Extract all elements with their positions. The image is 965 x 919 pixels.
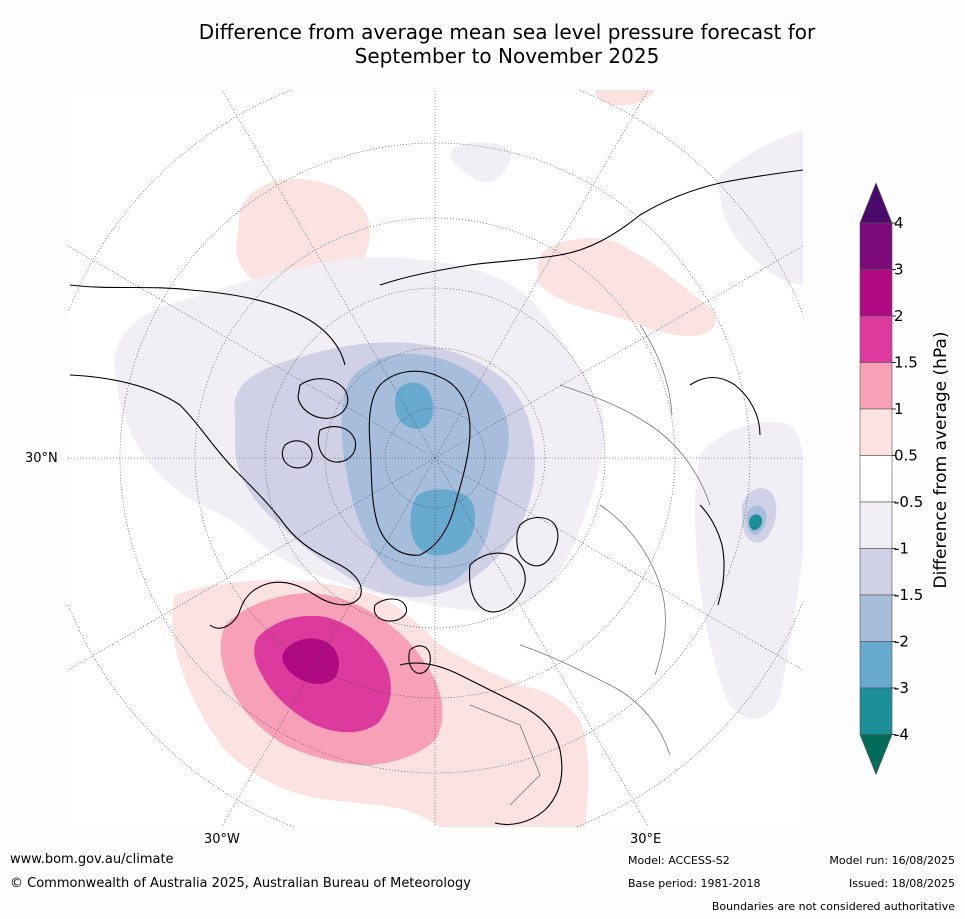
colorbar-tick-label: 4	[894, 214, 904, 232]
footer-copyright: © Commonwealth of Australia 2025, Austra…	[10, 876, 471, 891]
polar-stereographic-map	[68, 90, 803, 827]
colorbar-label: Difference from average (hPa)	[931, 332, 951, 589]
anomaly-region-pos-upper-right	[537, 237, 716, 336]
lon-label-30e: 30°E	[630, 832, 662, 847]
colorbar-tick-label: -1.5	[894, 586, 923, 604]
colorbar-box-neutral	[859, 455, 893, 503]
anomaly-region-pos-2-atlantic	[282, 638, 340, 684]
colorbar-boxes	[859, 182, 893, 776]
colorbar-box-0.5to1	[859, 408, 893, 456]
colorbar-tick-label: -0.5	[894, 493, 923, 511]
colorbar-extend-min	[859, 734, 893, 776]
colorbar: 4 3 2 1.5 1 0.5 -0.5 -1 -1.5 -2 -3 -4 Difference fr…	[859, 182, 951, 776]
anomaly-region-neg-2-south	[410, 489, 476, 556]
footer-model-run: Model run: 16/08/2025	[829, 854, 955, 867]
footer-base-period: Base period: 1981-2018	[628, 877, 761, 890]
colorbar-box--1to-0.5	[859, 501, 893, 549]
anomaly-region-neg-light-northeast	[719, 130, 803, 285]
country-borders	[469, 324, 711, 806]
colorbar-box--1.5to-1	[859, 548, 893, 596]
colorbar-tick-label: -3	[894, 679, 909, 697]
anomaly-fills	[114, 90, 803, 827]
anomaly-region-pos-top	[595, 90, 655, 106]
colorbar-box--3to-2	[859, 641, 893, 689]
colorbar-tick-label: 2	[894, 307, 904, 325]
lon-label-30w: 30°W	[204, 832, 240, 847]
colorbar-box-3to4	[859, 222, 893, 270]
colorbar-box-1to1.5	[859, 362, 893, 410]
colorbar-tick-label: 0.5	[894, 447, 918, 465]
lat-label-30n: 30°N	[25, 451, 58, 466]
colorbar-box-2to3	[859, 269, 893, 317]
map-title: Difference from average mean sea level p…	[0, 20, 965, 68]
colorbar-box--4to-3	[859, 687, 893, 735]
footer-issued: Issued: 18/08/2025	[848, 877, 955, 890]
colorbar-tick-label: -2	[894, 633, 909, 651]
map-title-line2: September to November 2025	[354, 44, 660, 68]
coastlines	[69, 169, 803, 826]
footer-model: Model: ACCESS-S2	[628, 854, 730, 867]
colorbar-tick-label: 1	[894, 400, 904, 418]
colorbar-ticks: 4 3 2 1.5 1 0.5 -0.5 -1 -1.5 -2 -3 -4	[892, 214, 923, 744]
footer-website[interactable]: www.bom.gov.au/climate	[10, 852, 174, 867]
anomaly-region-neg-light-east	[695, 421, 803, 719]
footer-boundaries: Boundaries are not considered authoritat…	[711, 900, 955, 913]
map-title-line1: Difference from average mean sea level p…	[198, 20, 816, 44]
colorbar-extend-max	[859, 182, 893, 224]
colorbar-tick-label: -1	[894, 540, 909, 558]
colorbar-tick-label: 1.5	[894, 354, 918, 372]
colorbar-tick-label: -4	[894, 726, 909, 744]
anomaly-region-neg-3-east	[749, 514, 763, 531]
anomaly-region-neg-light-top	[450, 142, 511, 182]
colorbar-box-1.5to2	[859, 315, 893, 363]
colorbar-tick-label: 3	[894, 261, 904, 279]
anomaly-region-neg-2-north	[394, 382, 434, 430]
colorbar-box--2to-1.5	[859, 594, 893, 642]
